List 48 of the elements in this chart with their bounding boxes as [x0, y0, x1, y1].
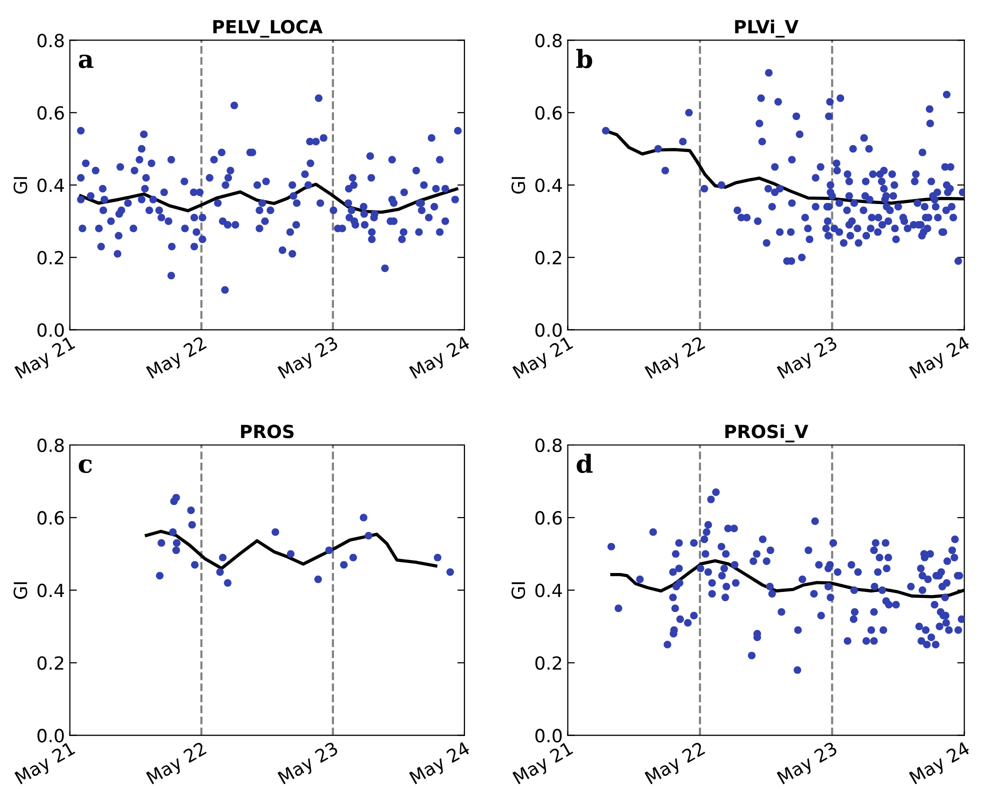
- x-tick-label: May 23: [277, 336, 340, 382]
- y-tick-label: 0.8: [37, 34, 64, 48]
- x-tick-label: May 22: [644, 741, 708, 788]
- x-tick-label: May 23: [277, 741, 340, 788]
- chart-title: PLVi_V: [735, 20, 799, 38]
- annotation: d: [576, 454, 593, 474]
- y-tick-label: 0.2: [37, 656, 64, 670]
- x-tick-label: May 24: [408, 335, 472, 382]
- y-tick-label: 0.2: [535, 250, 562, 265]
- x-tick-label: May 24: [908, 740, 972, 788]
- x-tick-label: May 22: [146, 741, 209, 788]
- chart-title: PELV_LOCA: [213, 20, 323, 38]
- x-tick-label: May 23: [776, 741, 840, 788]
- x-tick-label: May 22: [146, 336, 209, 382]
- y-axis-title: GI: [511, 582, 526, 599]
- y-tick-label: 0.0: [535, 728, 562, 742]
- y-axis-title: GI: [14, 177, 28, 194]
- y-tick-label: 0.4: [37, 584, 64, 598]
- y-tick-label: 0.2: [535, 656, 562, 670]
- x-tick-label: May 21: [512, 741, 576, 788]
- x-tick-label: May 21: [512, 336, 576, 382]
- y-tick-label: 0.0: [37, 728, 64, 742]
- x-tick-label: May 22: [644, 336, 708, 382]
- annotation: c: [78, 459, 92, 474]
- y-tick-label: 0.4: [37, 178, 64, 192]
- x-tick-label: May 23: [776, 336, 840, 382]
- y-tick-label: 0.6: [37, 511, 64, 525]
- annotation: b: [576, 48, 592, 68]
- y-tick-label: 0.8: [535, 34, 562, 48]
- chart-title: PROS: [241, 424, 294, 438]
- y-axis-title: GI: [511, 177, 526, 194]
- x-tick-label: May 24: [408, 740, 472, 788]
- y-tick-label: 0.6: [535, 511, 562, 525]
- y-tick-label: 0.8: [37, 438, 64, 452]
- x-tick-label: May 21: [14, 741, 78, 788]
- y-tick-label: 0.6: [37, 106, 64, 120]
- y-axis-title: GI: [14, 582, 28, 599]
- y-tick-label: 0.2: [37, 250, 64, 265]
- y-tick-label: 0.4: [535, 178, 562, 192]
- y-tick-label: 0.0: [535, 323, 562, 337]
- y-tick-label: 0.0: [37, 323, 64, 337]
- chart-title: PROSi_V: [725, 424, 808, 442]
- annotation: a: [78, 54, 94, 68]
- y-tick-label: 0.8: [535, 438, 562, 452]
- x-tick-label: May 21: [14, 336, 78, 382]
- y-tick-label: 0.6: [535, 106, 562, 120]
- y-tick-label: 0.4: [535, 584, 562, 598]
- x-tick-label: May 24: [908, 335, 972, 382]
